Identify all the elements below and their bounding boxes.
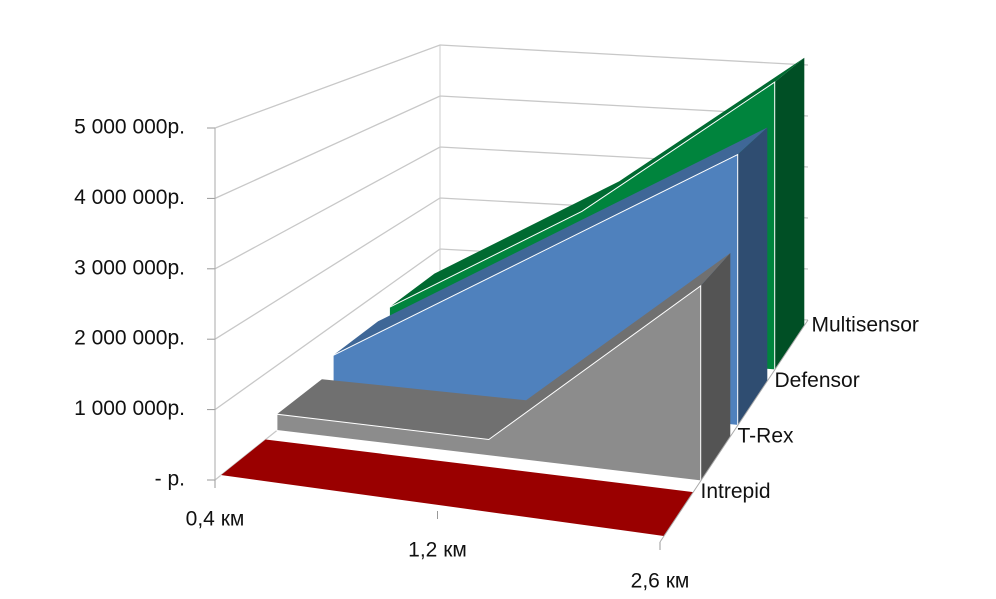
y-tick-label: 5 000 000р. xyxy=(74,116,185,139)
area-front xyxy=(276,284,702,482)
area-top xyxy=(276,253,731,440)
x-tick-label: 1,2 км xyxy=(408,539,467,562)
y-tick-label: 1 000 000р. xyxy=(74,397,185,420)
area-top xyxy=(220,439,694,537)
legend-label: Intrepid xyxy=(701,480,771,503)
y-tick-label: 4 000 000р. xyxy=(74,186,185,209)
area-top xyxy=(333,127,768,356)
area-side xyxy=(774,57,805,370)
legend-label: Defensor xyxy=(775,369,860,392)
y-tick-label: 3 000 000р. xyxy=(74,256,185,279)
area-side xyxy=(737,127,768,426)
x-tick-label: 2,6 км xyxy=(631,570,690,593)
x-tick-label: 0,4 км xyxy=(186,508,245,531)
area-side xyxy=(700,253,731,481)
area-front xyxy=(220,475,664,537)
y-tick-label: 2 000 000р. xyxy=(74,327,185,350)
legend-label: Multisensor xyxy=(812,313,919,336)
axis-line xyxy=(659,319,809,543)
legend-label: T-Rex xyxy=(738,424,795,447)
area-top xyxy=(389,57,805,308)
y-tick-label: - р. xyxy=(155,468,185,491)
